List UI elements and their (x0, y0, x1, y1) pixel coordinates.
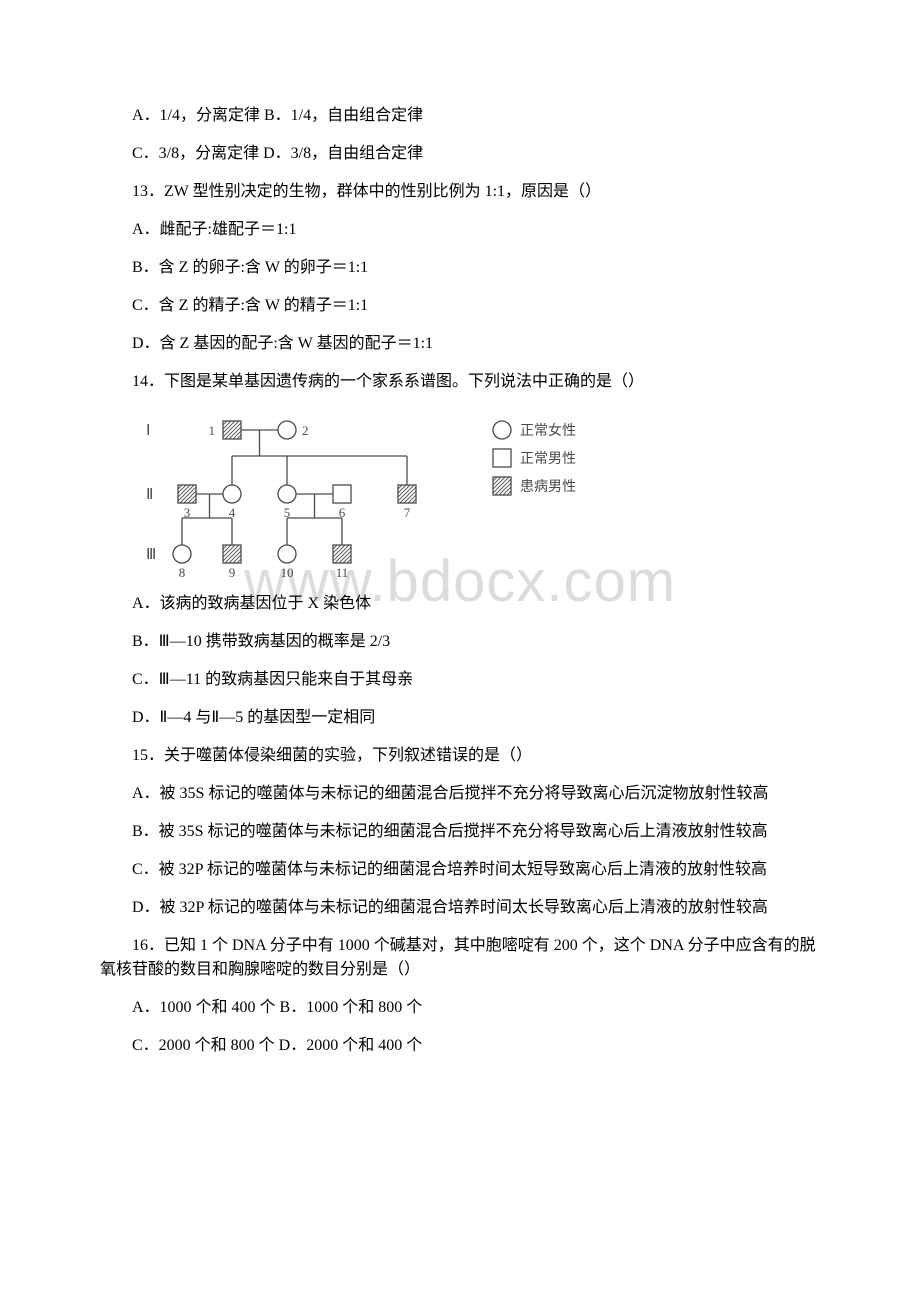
svg-text:正常女性: 正常女性 (520, 422, 576, 439)
q14-option-b: B．Ⅲ—10 携带致病基因的概率是 2/3 (100, 630, 820, 654)
pedigree-diagram: ⅠⅡⅢ1234567891011正常女性正常男性患病男性 (132, 408, 820, 578)
q14-option-d: D．Ⅱ—4 与Ⅱ—5 的基因型一定相同 (100, 706, 820, 730)
q13-option-b: B．含 Z 的卵子:含 W 的卵子＝1:1 (100, 256, 820, 280)
q16-stem: 16．已知 1 个 DNA 分子中有 1000 个碱基对，其中胞嘧啶有 200 … (100, 934, 820, 982)
svg-text:2: 2 (302, 423, 309, 438)
svg-text:Ⅰ: Ⅰ (146, 423, 150, 439)
svg-text:8: 8 (179, 565, 186, 578)
svg-text:10: 10 (281, 565, 294, 578)
q15-option-c: C．被 32P 标记的噬菌体与未标记的细菌混合培养时间太短导致离心后上清液的放射… (100, 858, 820, 882)
svg-text:1: 1 (209, 423, 216, 438)
q15-stem: 15．关于噬菌体侵染细菌的实验，下列叙述错误的是（） (100, 744, 820, 768)
svg-text:Ⅱ: Ⅱ (146, 487, 153, 503)
q16-options-cd: C．2000 个和 800 个 D．2000 个和 400 个 (100, 1034, 820, 1058)
q16-options-ab: A．1000 个和 400 个 B．1000 个和 800 个 (100, 996, 820, 1020)
svg-text:7: 7 (404, 505, 411, 520)
svg-text:正常男性: 正常男性 (520, 451, 576, 467)
svg-text:11: 11 (336, 565, 349, 578)
q12-options-cd: C．3/8，分离定律 D．3/8，自由组合定律 (100, 142, 820, 166)
q13-option-a: A．雌配子:雄配子＝1:1 (100, 218, 820, 242)
q15-option-d: D．被 32P 标记的噬菌体与未标记的细菌混合培养时间太长导致离心后上清液的放射… (100, 896, 820, 920)
svg-text:9: 9 (229, 565, 236, 578)
pedigree-svg: ⅠⅡⅢ1234567891011正常女性正常男性患病男性 (132, 408, 612, 578)
q14-option-a: A．该病的致病基因位于 X 染色体 (100, 592, 820, 616)
q13-option-c: C．含 Z 的精子:含 W 的精子＝1:1 (100, 294, 820, 318)
q15-option-b: B．被 35S 标记的噬菌体与未标记的细菌混合后搅拌不充分将导致离心后上清液放射… (100, 820, 820, 844)
q13-option-d: D．含 Z 基因的配子:含 W 基因的配子＝1:1 (100, 332, 820, 356)
q14-option-c: C．Ⅲ—11 的致病基因只能来自于其母亲 (100, 668, 820, 692)
document-content: A．1/4，分离定律 B．1/4，自由组合定律 C．3/8，分离定律 D．3/8… (100, 104, 820, 1058)
q13-stem: 13．ZW 型性别决定的生物，群体中的性别比例为 1:1，原因是（） (100, 180, 820, 204)
svg-text:Ⅲ: Ⅲ (146, 547, 156, 563)
q15-option-a: A．被 35S 标记的噬菌体与未标记的细菌混合后搅拌不充分将导致离心后沉淀物放射… (100, 782, 820, 806)
q14-stem: 14．下图是某单基因遗传病的一个家系系谱图。下列说法中正确的是（） (100, 370, 820, 394)
q12-options-ab: A．1/4，分离定律 B．1/4，自由组合定律 (100, 104, 820, 128)
svg-text:患病男性: 患病男性 (520, 479, 576, 495)
